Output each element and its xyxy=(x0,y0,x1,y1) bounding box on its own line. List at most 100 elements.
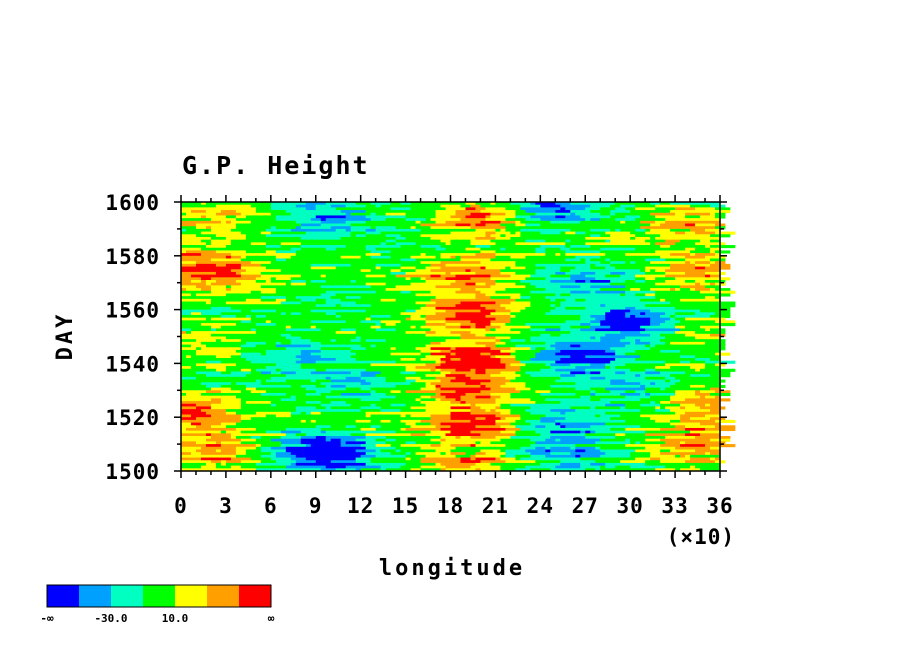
heatmap-cell xyxy=(535,446,546,450)
heatmap-cell xyxy=(605,368,616,372)
heatmap-cell xyxy=(650,457,661,461)
heatmap-cell xyxy=(245,277,257,281)
heatmap-cell xyxy=(510,436,531,440)
heatmap-cell xyxy=(640,425,646,429)
heatmap-cell xyxy=(405,452,411,456)
heatmap-cell xyxy=(470,212,491,216)
heatmap-cell xyxy=(585,231,606,235)
heatmap-cell xyxy=(295,282,307,286)
heatmap-cell xyxy=(655,401,661,405)
heatmap-cell xyxy=(400,210,416,214)
heatmap-cell xyxy=(240,398,247,402)
heatmap-cell xyxy=(655,382,676,386)
heatmap-cell xyxy=(535,333,541,337)
heatmap-cell xyxy=(355,317,367,321)
heatmap-cell xyxy=(665,218,676,222)
heatmap-cell xyxy=(430,446,451,450)
heatmap-cell xyxy=(660,436,666,440)
heatmap-cell xyxy=(340,298,362,302)
heatmap-cell xyxy=(200,382,207,386)
heatmap-cell xyxy=(275,341,282,345)
heatmap-cell xyxy=(225,454,237,458)
heatmap-cell xyxy=(620,293,626,297)
heatmap-cell xyxy=(215,218,222,222)
heatmap-cell xyxy=(680,349,701,354)
heatmap-cell xyxy=(250,228,267,232)
heatmap-cell xyxy=(545,266,561,270)
heatmap-cell xyxy=(305,387,327,391)
heatmap-cell xyxy=(230,288,237,292)
heatmap-cell xyxy=(525,349,541,354)
heatmap-cell xyxy=(505,409,511,413)
heatmap-cell xyxy=(545,296,551,300)
heatmap-cell xyxy=(380,341,396,345)
colorbar-swatch xyxy=(79,585,111,607)
heatmap-cell xyxy=(370,358,392,362)
heatmap-cell xyxy=(590,290,596,294)
heatmap-cell xyxy=(420,331,426,335)
heatmap-cell xyxy=(300,247,322,251)
heatmap-cell xyxy=(265,449,287,453)
heatmap-cell xyxy=(610,312,626,316)
heatmap-cell xyxy=(350,236,367,241)
heatmap-cell xyxy=(340,444,362,448)
heatmap-cell xyxy=(670,288,676,292)
heatmap-cell xyxy=(380,344,396,348)
heatmap-cell xyxy=(585,207,601,211)
heatmap-cell xyxy=(635,293,641,297)
heatmap-cell xyxy=(375,220,396,224)
heatmap-cell xyxy=(395,341,416,345)
heatmap-cell xyxy=(475,395,486,399)
heatmap-cell xyxy=(590,419,601,423)
heatmap-cell xyxy=(290,341,297,345)
heatmap-cell xyxy=(405,444,411,448)
heatmap-cell xyxy=(240,320,252,324)
heatmap-cell xyxy=(525,312,546,316)
heatmap-cell xyxy=(670,384,681,389)
heatmap-cell xyxy=(695,236,711,241)
heatmap-cell xyxy=(220,325,242,329)
heatmap-cell xyxy=(340,360,357,364)
heatmap-cell xyxy=(365,239,387,243)
heatmap-cell xyxy=(585,202,601,206)
heatmap-cell xyxy=(370,223,382,227)
heatmap-cell xyxy=(300,293,322,297)
heatmap-cell xyxy=(320,446,327,450)
heatmap-cell xyxy=(455,234,461,238)
heatmap-cell xyxy=(315,207,337,211)
heatmap-cell xyxy=(240,438,257,442)
heatmap-cell xyxy=(181,352,192,356)
heatmap-cell xyxy=(560,325,571,329)
heatmap-cell xyxy=(305,419,312,423)
heatmap-cell xyxy=(235,331,257,335)
heatmap-cell xyxy=(245,341,267,345)
heatmap-cell xyxy=(250,328,257,332)
heatmap-cell xyxy=(210,460,222,464)
heatmap-cell xyxy=(260,409,282,413)
heatmap-cell xyxy=(570,390,591,394)
heatmap-cell xyxy=(680,395,701,399)
heatmap-cell xyxy=(600,374,621,378)
heatmap-cell xyxy=(565,352,576,356)
heatmap-cell xyxy=(480,247,501,251)
heatmap-cell xyxy=(565,250,586,254)
heatmap-cell xyxy=(400,390,406,394)
heatmap-cell xyxy=(425,285,436,289)
heatmap-cell xyxy=(610,382,616,386)
heatmap-cell xyxy=(345,274,367,278)
heatmap-cell xyxy=(495,403,501,407)
heatmap-cell xyxy=(455,436,461,440)
heatmap-cell xyxy=(520,376,541,380)
heatmap-cell xyxy=(625,293,636,297)
heatmap-cell xyxy=(290,247,302,251)
heatmap-cell xyxy=(450,454,456,458)
heatmap-cell xyxy=(450,457,461,461)
heatmap-cell xyxy=(315,460,332,464)
heatmap-cell xyxy=(245,414,267,418)
heatmap-cell xyxy=(660,446,676,450)
heatmap-cell xyxy=(630,202,641,206)
heatmap-cell xyxy=(560,263,576,267)
heatmap-cell xyxy=(560,320,566,324)
heatmap-cell xyxy=(605,355,621,359)
heatmap-cell xyxy=(545,454,551,458)
